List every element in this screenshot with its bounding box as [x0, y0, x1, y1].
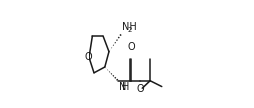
Text: 2: 2 — [128, 27, 132, 33]
Text: NH: NH — [122, 22, 137, 32]
Text: N: N — [119, 82, 126, 92]
Text: O: O — [137, 84, 144, 94]
Text: O: O — [127, 42, 135, 52]
Text: H: H — [122, 82, 130, 92]
Text: O: O — [84, 52, 92, 62]
